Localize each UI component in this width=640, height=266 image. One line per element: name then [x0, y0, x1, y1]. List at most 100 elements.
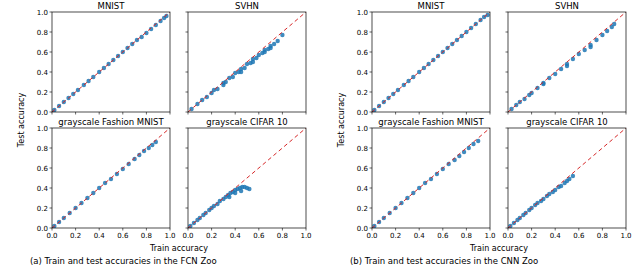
x-tick: [490, 228, 491, 231]
x-tick: [235, 112, 236, 115]
x-tick: [170, 228, 171, 231]
x-tick-label: 0.4: [550, 232, 562, 240]
x-tick: [372, 228, 373, 231]
y-tick: [186, 128, 189, 129]
point: [588, 45, 592, 49]
plot-area: [508, 12, 626, 112]
plot-frame: [188, 128, 306, 228]
x-tick: [442, 112, 443, 115]
panel-title: grayscale CIFAR 10: [206, 117, 288, 127]
x-tick-label: 1.0: [484, 232, 495, 240]
y-tick: [506, 188, 509, 189]
y-tick: [370, 208, 373, 209]
point: [559, 184, 563, 188]
x-tick: [626, 228, 627, 231]
point: [233, 191, 237, 195]
x-tick-label: 0.6: [573, 232, 585, 240]
point: [541, 82, 545, 86]
x-tick: [99, 112, 100, 115]
point: [239, 189, 243, 193]
point: [471, 142, 475, 146]
x-tick: [555, 228, 556, 231]
y-tick: [186, 32, 189, 33]
x-tick: [122, 228, 123, 231]
plot-frame: [52, 128, 170, 228]
y-tick: [370, 12, 373, 13]
y-tick: [50, 208, 53, 209]
y-tick-label: 1.0: [37, 9, 48, 17]
point: [571, 174, 575, 178]
point: [553, 188, 557, 192]
y-tick: [50, 12, 53, 13]
y-tick: [506, 148, 509, 149]
y-tick-label: 0.2: [37, 89, 48, 97]
y-tick: [50, 228, 53, 229]
y-tick: [50, 92, 53, 93]
y-tick: [506, 112, 509, 113]
y-tick: [186, 92, 189, 93]
x-tick: [188, 112, 189, 115]
y-tick-label: 0.4: [37, 185, 49, 193]
x-tick: [508, 228, 509, 231]
y-axis-label: Test accuracy: [17, 93, 26, 149]
y-tick: [506, 52, 509, 53]
x-tick-label: 0.2: [70, 232, 81, 240]
x-tick: [372, 112, 373, 115]
plot-area: [372, 12, 490, 112]
plot-area: [188, 128, 306, 228]
point: [268, 46, 272, 50]
y-tick: [50, 32, 53, 33]
x-tick-label: 0.8: [141, 232, 152, 240]
point: [559, 67, 563, 71]
point: [150, 143, 154, 147]
y-tick: [370, 188, 373, 189]
y-tick-label: 0.8: [37, 145, 48, 153]
plot-area: [52, 12, 170, 112]
x-tick: [306, 112, 307, 115]
y-tick-label: 0.4: [37, 69, 49, 77]
reference-line: [372, 12, 490, 112]
x-tick-label: 0.4: [230, 232, 242, 240]
point: [612, 22, 616, 26]
reference-line: [52, 128, 170, 228]
y-tick-label: 0.2: [357, 89, 368, 97]
plot-frame: [508, 12, 626, 112]
y-tick-label: 1.0: [357, 125, 368, 133]
x-tick-label: 0.2: [390, 232, 401, 240]
x-tick: [258, 228, 259, 231]
y-tick: [186, 228, 189, 229]
x-tick: [626, 112, 627, 115]
point: [242, 66, 246, 70]
y-tick: [370, 168, 373, 169]
y-tick: [506, 228, 509, 229]
y-tick-label: 0.6: [37, 165, 49, 173]
y-tick-label: 0.6: [37, 49, 49, 57]
y-tick: [370, 52, 373, 53]
y-tick-label: 0.4: [357, 185, 369, 193]
y-tick: [506, 168, 509, 169]
x-tick: [211, 112, 212, 115]
y-tick: [50, 188, 53, 189]
x-tick: [211, 228, 212, 231]
x-tick: [602, 112, 603, 115]
y-tick: [50, 148, 53, 149]
panel-title: grayscale CIFAR 10: [526, 117, 608, 127]
x-tick: [419, 228, 420, 231]
point: [247, 187, 251, 191]
x-tick-label: 0.4: [414, 232, 426, 240]
point: [565, 64, 569, 68]
plot-area: [508, 128, 626, 228]
plot-frame: [508, 128, 626, 228]
x-tick-label: 0.0: [366, 232, 377, 240]
panel-title: grayscale Fashion MNIST: [58, 117, 164, 127]
y-tick: [186, 112, 189, 113]
reference-line: [188, 12, 306, 112]
reference-line: [52, 12, 170, 112]
y-tick-label: 0.6: [357, 165, 369, 173]
plot-frame: [372, 12, 490, 112]
x-tick: [146, 228, 147, 231]
x-tick-label: 0.2: [526, 232, 537, 240]
plot-frame: [372, 128, 490, 228]
reference-line: [508, 128, 626, 228]
y-tick-label: 0.4: [357, 69, 369, 77]
